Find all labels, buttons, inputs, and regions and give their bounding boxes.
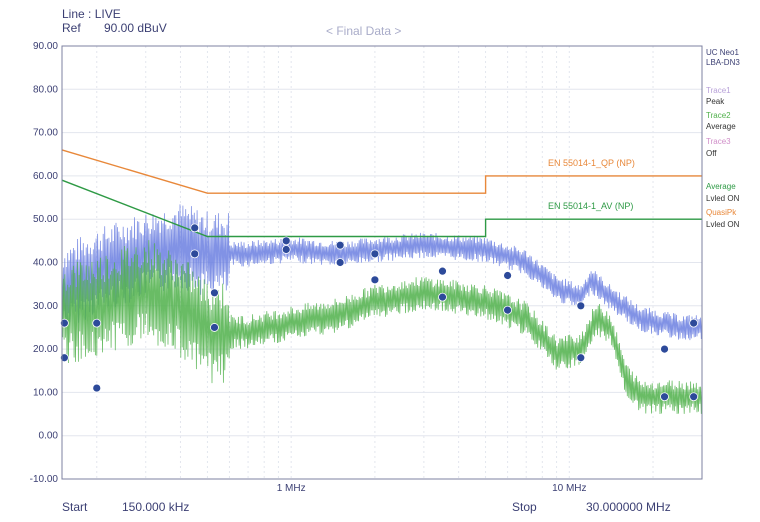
av-limit-label: EN 55014-1_AV (NP) — [548, 201, 633, 211]
qp-marker — [210, 288, 219, 298]
y-tick-label: 40.00 — [33, 258, 58, 269]
av-marker — [689, 392, 699, 402]
trace3-name: Trace3 — [706, 137, 731, 146]
qp-limit-name: QuasiPk — [706, 208, 737, 217]
av-marker — [370, 275, 380, 285]
std-label-1: UC Neo1 — [706, 48, 739, 57]
avg-limit-mode: Lvled ON — [706, 194, 740, 203]
x-axis-ticks: 1 MHz 10 MHz — [277, 483, 587, 494]
markers — [59, 223, 699, 402]
qp-marker — [576, 301, 586, 311]
y-tick-label: 30.00 — [33, 301, 58, 312]
line-label: Line : LIVE — [62, 7, 121, 21]
trace1-name: Trace1 — [706, 86, 731, 95]
trace2-name: Trace2 — [706, 111, 731, 120]
y-tick-label: -10.00 — [30, 474, 59, 485]
start-label: Start — [62, 500, 88, 514]
av-marker — [438, 292, 447, 302]
y-tick-label: 50.00 — [33, 214, 58, 225]
avg-limit-name: Average — [706, 182, 736, 191]
y-tick-label: 80.00 — [33, 84, 58, 95]
trace2-mode: Average — [706, 122, 736, 131]
qp-marker — [370, 249, 380, 259]
trace3-mode: Off — [706, 149, 717, 158]
y-tick-label: 20.00 — [33, 344, 58, 355]
chart-title: < Final Data > — [326, 24, 402, 38]
limit-lines — [61, 149, 702, 238]
y-tick-label: 0.00 — [39, 431, 59, 442]
qp-limit-line — [61, 149, 702, 194]
ref-label: Ref — [62, 21, 81, 35]
x-tick-label: 10 MHz — [552, 483, 586, 494]
av-marker — [92, 383, 102, 393]
qp-marker — [660, 344, 669, 354]
std-label-2: LBA-DN3 — [706, 58, 740, 67]
stop-label: Stop — [512, 500, 537, 514]
y-tick-label: 90.00 — [33, 41, 58, 52]
qp-marker — [438, 266, 447, 276]
av-marker — [281, 245, 291, 254]
av-marker — [660, 392, 669, 402]
start-value: 150.000 kHz — [122, 500, 190, 514]
qp-marker — [281, 236, 291, 246]
peak-trace — [61, 204, 703, 341]
qp-marker — [689, 318, 699, 328]
qp-limit-label: EN 55014-1_QP (NP) — [548, 158, 635, 168]
y-tick-label: 70.00 — [33, 128, 58, 139]
av-marker — [576, 353, 586, 363]
av-limit-line — [61, 179, 702, 238]
qp-marker — [335, 240, 345, 250]
traces — [61, 204, 703, 415]
plot-frame — [61, 45, 703, 480]
ref-value: 90.00 dBuV — [104, 21, 167, 35]
av-marker — [210, 323, 219, 332]
av-marker — [190, 249, 200, 259]
qp-limit-mode: Lvled ON — [706, 220, 740, 229]
trace1-mode: Peak — [706, 97, 725, 106]
y-axis-ticks: 90.00 80.00 70.00 60.00 50.00 40.00 30.00 20.00… — [30, 41, 59, 485]
av-marker — [335, 258, 345, 267]
y-tick-label: 10.00 — [33, 387, 58, 398]
y-tick-label: 60.00 — [33, 171, 58, 182]
stop-value: 30.000000 MHz — [586, 500, 671, 514]
qp-marker — [503, 271, 512, 280]
qp-marker — [190, 223, 200, 233]
qp-marker — [92, 318, 102, 328]
x-tick-label: 1 MHz — [277, 483, 306, 494]
average-trace — [61, 240, 703, 415]
av-marker — [503, 305, 512, 315]
